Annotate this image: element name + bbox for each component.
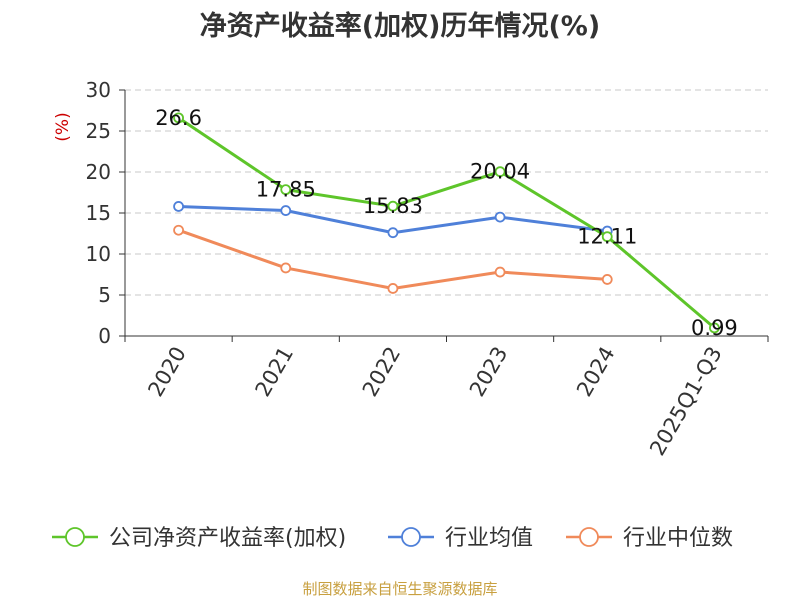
data-label: 0.99: [691, 316, 738, 340]
x-tick-label: 2024: [572, 343, 620, 401]
data-point: [494, 211, 506, 223]
data-label: 20.04: [470, 160, 530, 184]
y-tick-label: 30: [86, 78, 111, 102]
y-tick-label: 25: [86, 119, 111, 143]
data-point: [173, 201, 184, 212]
data-point: [280, 262, 292, 274]
source-note: 制图数据来自恒生聚源数据库: [302, 580, 498, 598]
data-label: 15.83: [363, 194, 423, 218]
data-label: 12.11: [577, 225, 637, 249]
legend-marker: [401, 527, 421, 547]
data-point: [387, 200, 399, 212]
data-label: 26.6: [155, 106, 202, 130]
data-point: [173, 112, 184, 124]
data-point: [387, 283, 399, 294]
data-point: [280, 184, 292, 196]
series-1: [173, 201, 613, 239]
y-tick-label: 20: [86, 160, 111, 184]
data-label: 17.85: [256, 178, 316, 202]
legend-label: 行业中位数: [623, 526, 733, 551]
series-line: [177, 116, 716, 330]
data-point: [601, 231, 613, 243]
data-point: [387, 227, 399, 239]
series-line: [178, 228, 608, 290]
x-tick-label: 2023: [465, 343, 513, 401]
y-axis-label: (%): [53, 112, 73, 141]
y-tick-label: 10: [86, 242, 111, 266]
data-point: [494, 266, 506, 278]
legend-marker: [65, 527, 85, 547]
y-tick-label: 5: [98, 283, 111, 307]
legend-label: 公司净资产收益率(加权): [109, 526, 346, 551]
legend-item: 行业中位数: [566, 526, 733, 551]
x-tick-label: 2022: [358, 343, 406, 401]
legend-item: 公司净资产收益率(加权): [52, 526, 346, 551]
data-point: [601, 274, 613, 285]
data-point: [280, 205, 292, 216]
data-point: [173, 224, 184, 236]
x-tick-label: 2020: [143, 343, 191, 401]
y-tick-label: 15: [86, 201, 111, 225]
data-point: [494, 166, 506, 178]
x-tick-label: 2021: [251, 343, 299, 401]
x-tick-label: 2025Q1-Q3: [645, 343, 727, 460]
legend-item: 行业均值: [388, 526, 533, 551]
chart-title: 净资产收益率(加权)历年情况(%): [199, 11, 601, 42]
data-point: [709, 322, 720, 334]
y-tick-label: 0: [98, 324, 111, 348]
series-0: [173, 112, 720, 334]
series-2: [173, 224, 613, 294]
legend-label: 行业均值: [445, 526, 533, 551]
legend-marker: [579, 527, 599, 547]
